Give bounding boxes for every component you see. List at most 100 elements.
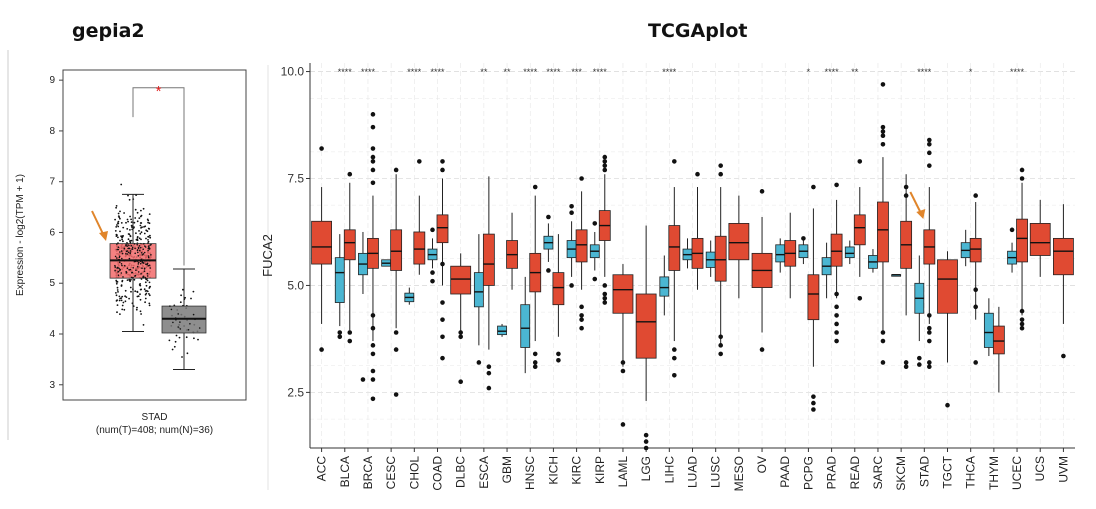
x-axis-label-line: (num(T)=408; num(N)=36) [96, 425, 213, 436]
outlier-point [1019, 176, 1025, 181]
jitter-point [187, 329, 190, 331]
jitter-point [136, 306, 138, 309]
jitter-point [140, 288, 143, 291]
outlier-point [579, 317, 584, 322]
jitter-point [148, 293, 150, 295]
jitter-point [142, 253, 145, 255]
x-axis-label-line: STAD [142, 412, 168, 423]
jitter-point [180, 294, 183, 297]
x-tick-label: COAD [431, 456, 445, 491]
outlier-point [880, 82, 886, 87]
outlier-point [1019, 308, 1025, 314]
jitter-point [141, 267, 143, 270]
jitter-point [127, 194, 129, 197]
jitter-point [126, 267, 129, 270]
tumor-box [969, 237, 982, 263]
jitter-point [145, 260, 147, 262]
significance-mark: **** [338, 67, 353, 77]
jitter-point [147, 264, 150, 267]
jitter-point [120, 263, 123, 265]
jitter-point [129, 280, 132, 283]
outlier-point [1019, 317, 1025, 322]
outlier-point [556, 351, 561, 357]
jitter-point [149, 236, 152, 239]
significance-mark: **** [917, 67, 932, 77]
outlier-point [834, 321, 839, 327]
outlier-point [1019, 167, 1025, 173]
outlier-point [903, 360, 909, 365]
y-axis-label: Expression - log2(TPM + 1) [15, 174, 26, 296]
jitter-point [144, 281, 147, 284]
jitter-point [130, 224, 133, 227]
outlier-point [532, 360, 538, 365]
outlier-point [579, 313, 584, 318]
outlier-point [347, 171, 353, 177]
jitter-point [134, 252, 136, 255]
jitter-point [173, 345, 176, 348]
outlier-point [532, 351, 538, 357]
jitter-point [136, 211, 139, 214]
outlier-point [927, 163, 932, 168]
jitter-point [192, 290, 195, 293]
tumor-box [390, 229, 403, 271]
outlier-point [532, 364, 538, 370]
outlier-point [370, 146, 376, 151]
outlier-point [718, 334, 723, 340]
jitter-point [117, 274, 120, 277]
outlier-point [1019, 321, 1025, 327]
x-tick-label: THYM [987, 456, 1001, 490]
jitter-point [126, 218, 129, 221]
jitter-point [147, 221, 150, 224]
outlier-point [393, 392, 399, 397]
jitter-point [117, 246, 120, 248]
jitter-point [143, 251, 146, 254]
outlier-point [718, 163, 723, 168]
jitter-point [172, 321, 174, 324]
jitter-point [117, 266, 119, 269]
jitter-point [133, 226, 135, 229]
jitter-point [121, 264, 123, 267]
outlier-point [695, 171, 700, 177]
jitter-point [117, 220, 120, 223]
outlier-point [440, 300, 445, 305]
x-tick-label: MESO [732, 456, 746, 491]
outlier-point [903, 184, 909, 190]
jitter-point [122, 276, 124, 278]
jitter-point [137, 247, 140, 250]
jitter-point [145, 292, 148, 295]
outlier-point [393, 347, 399, 352]
outlier-point [880, 133, 886, 139]
jitter-point [136, 291, 139, 293]
jitter-point [147, 219, 150, 222]
jitter-point [121, 238, 123, 241]
outlier-point [393, 167, 399, 173]
significance-mark: * [969, 67, 973, 77]
jitter-point [143, 270, 146, 273]
jitter-point [114, 230, 117, 232]
outlier-point [643, 439, 649, 444]
outlier-point [579, 325, 584, 331]
right-panel-heading: TCGAplot [648, 20, 748, 42]
jitter-point [117, 212, 120, 215]
jitter-point [116, 243, 118, 245]
jitter-point [197, 338, 199, 341]
jitter-point [133, 260, 136, 263]
outlier-point [602, 291, 608, 297]
significance-mark: *** [571, 67, 582, 77]
jitter-point [118, 295, 121, 298]
jitter-point [138, 261, 140, 264]
jitter-point [131, 246, 134, 249]
outlier-point [927, 313, 932, 318]
tumor-box [1053, 237, 1074, 276]
jitter-point [140, 231, 143, 234]
outlier-point [927, 150, 932, 156]
outlier-point [370, 180, 376, 186]
outlier-point [430, 270, 435, 275]
jitter-point [138, 230, 140, 232]
jitter-point [129, 235, 132, 238]
x-tick-label: HNSC [523, 456, 537, 490]
outlier-point [834, 313, 839, 318]
jitter-point [122, 240, 124, 243]
jitter-point [142, 276, 144, 278]
